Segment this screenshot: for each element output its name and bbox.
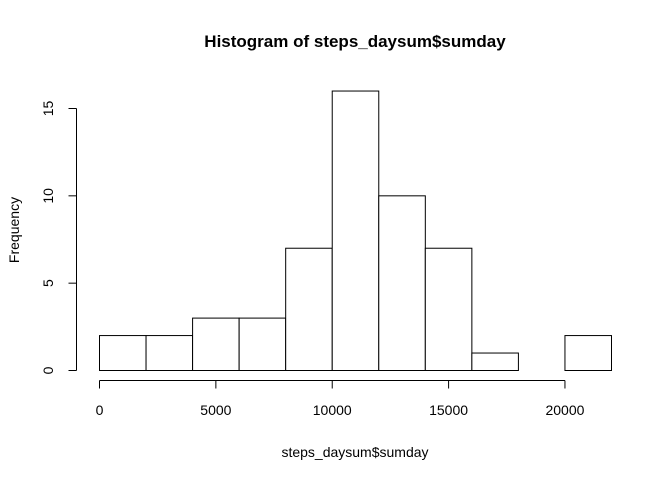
- histogram-bar: [285, 247, 333, 372]
- x-axis-label: steps_daysum$sumday: [281, 444, 428, 460]
- y-axis: 0 5 10 15: [40, 101, 77, 374]
- histogram-bar: [192, 317, 240, 372]
- bars-group: [99, 90, 612, 372]
- histogram-bar: [424, 247, 473, 372]
- x-axis: 0 5000 10000 15000 20000: [96, 380, 585, 418]
- histogram-bar: [99, 335, 147, 372]
- x-tick-label: 20000: [545, 402, 584, 418]
- y-tick-label: 15: [40, 101, 56, 117]
- x-tick-label: 0: [96, 402, 104, 418]
- histogram-bar: [238, 317, 287, 372]
- x-tick-label: 5000: [200, 402, 231, 418]
- histogram-bar: [145, 335, 194, 372]
- histogram-bar: [471, 352, 519, 371]
- chart-title: Histogram of steps_daysum$sumday: [204, 32, 506, 51]
- histogram-bar: [378, 195, 426, 371]
- x-tick-label: 10000: [313, 402, 352, 418]
- histogram-bar: [331, 90, 380, 372]
- y-tick-label: 5: [40, 279, 56, 287]
- histogram-bar: [564, 335, 612, 372]
- y-axis-label: Frequency: [6, 197, 22, 263]
- x-tick-label: 15000: [429, 402, 468, 418]
- y-tick-label: 10: [40, 188, 56, 204]
- y-tick-label: 0: [40, 366, 56, 374]
